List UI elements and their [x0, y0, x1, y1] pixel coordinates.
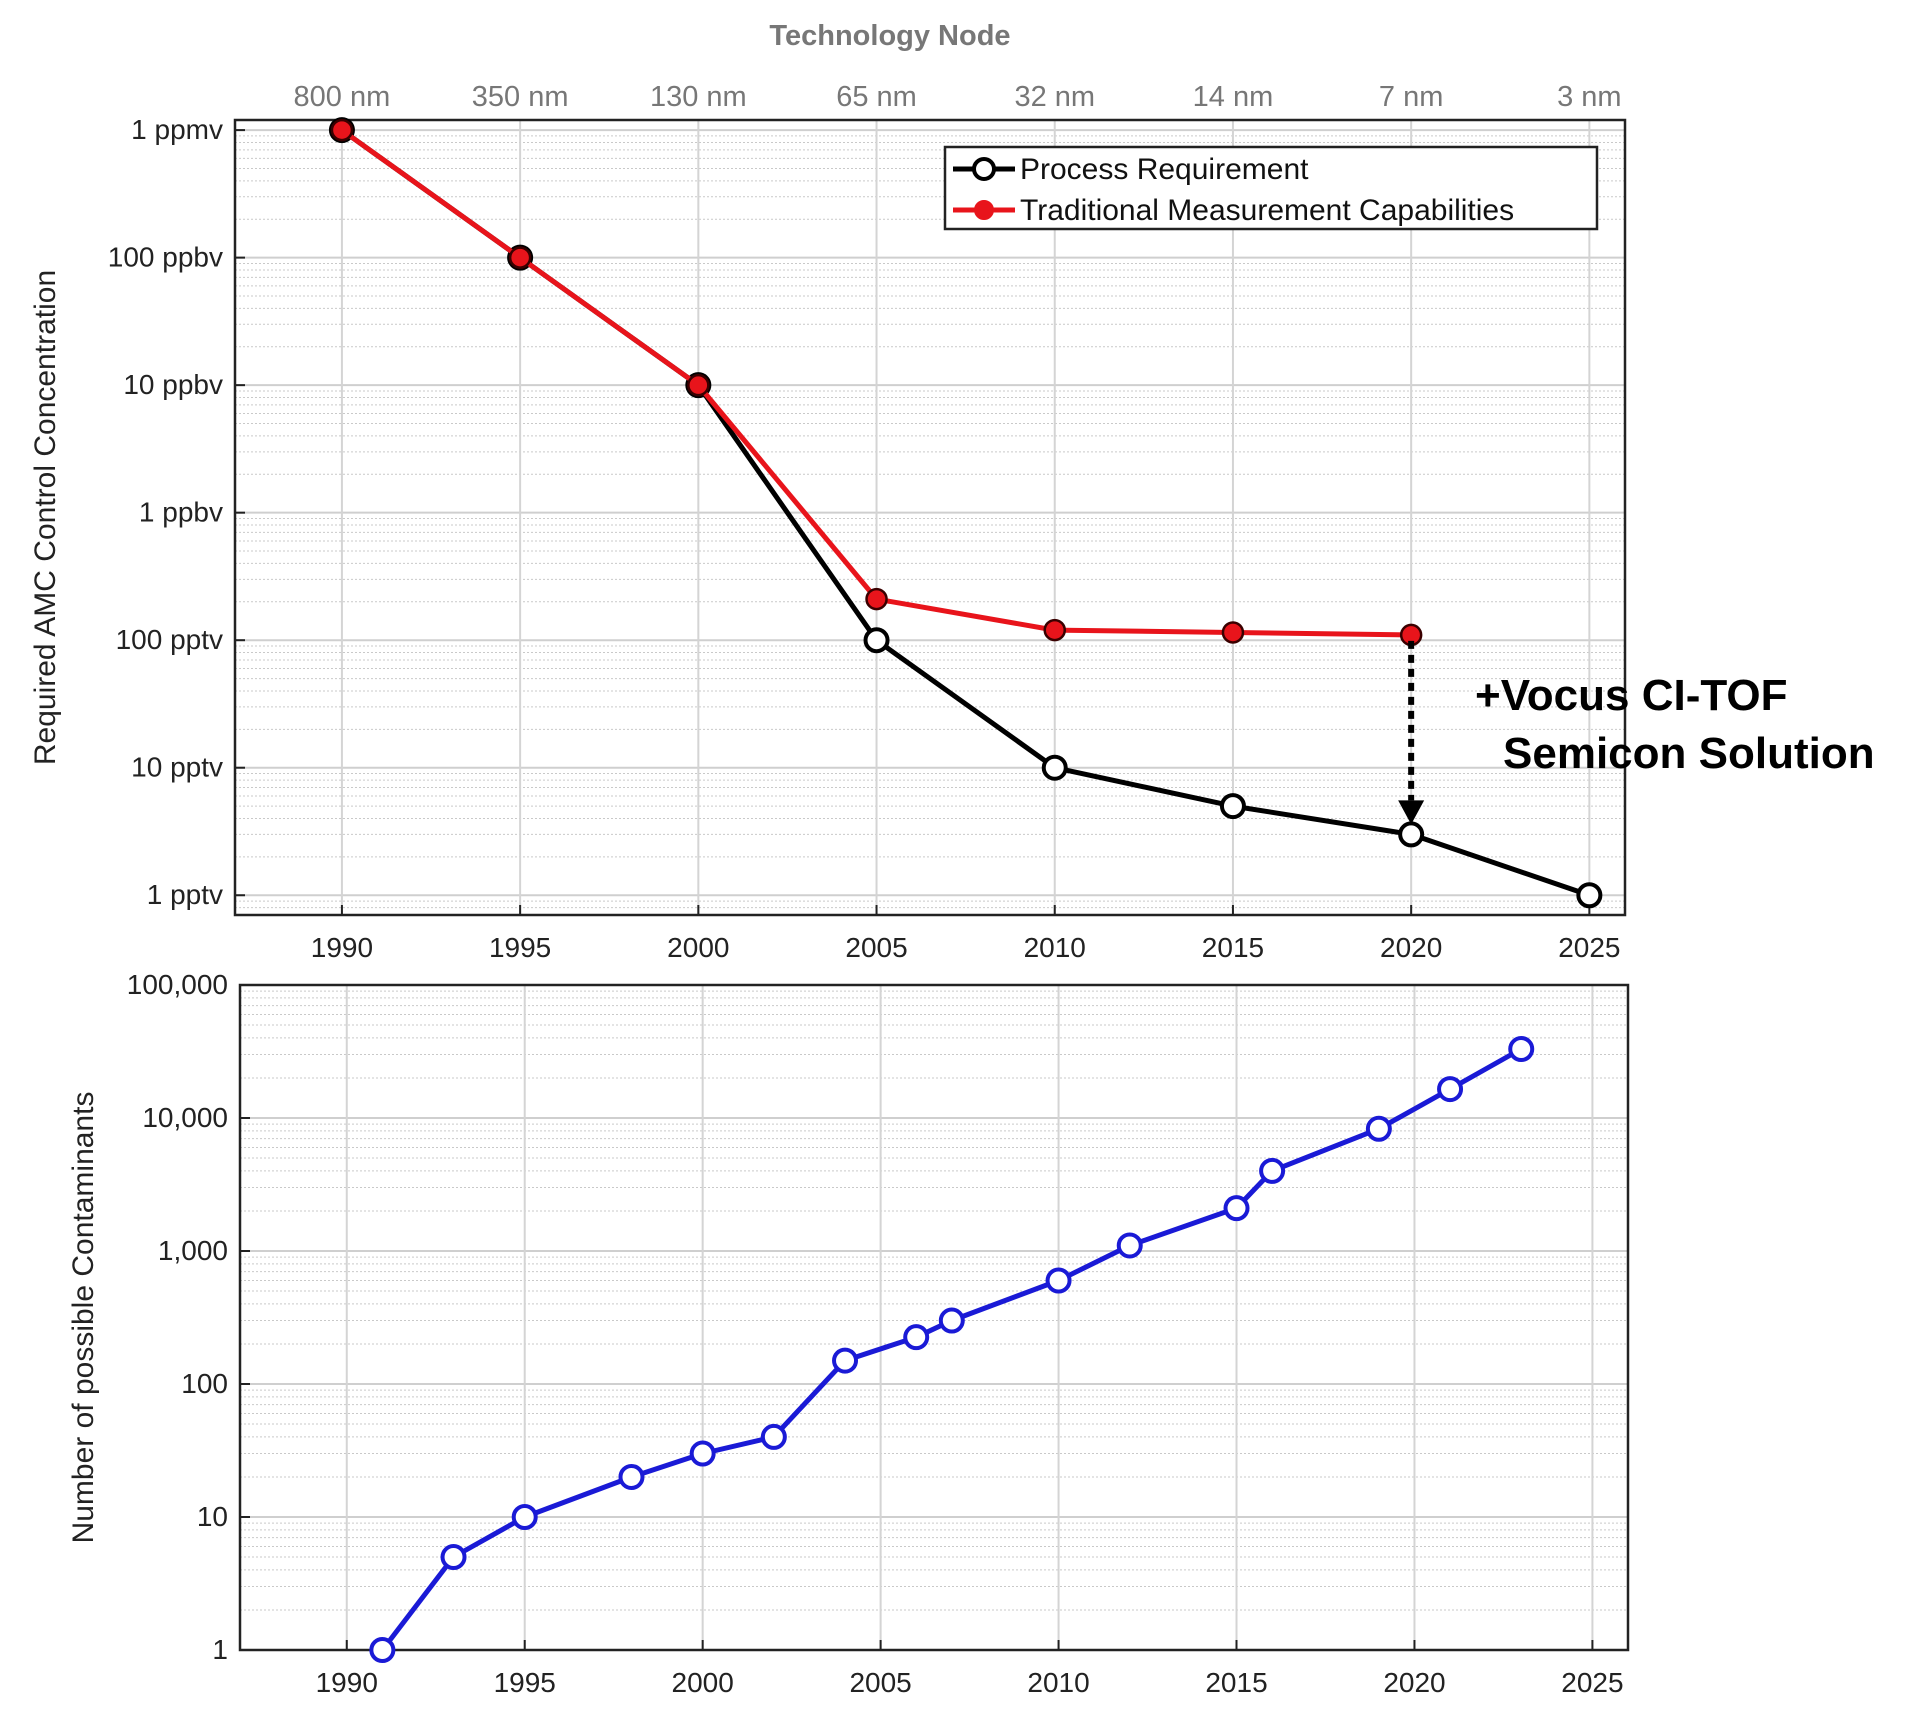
- data-point: [1576, 882, 1603, 909]
- data-point: [1508, 1036, 1535, 1063]
- axes-frame: [233, 118, 1627, 917]
- x-tick-label: 2015: [1205, 1667, 1267, 1698]
- y-tick-label: 10,000: [142, 1102, 228, 1133]
- annotation-line-1: +Vocus CI-TOF: [1475, 671, 1788, 720]
- legend-swatch-marker: [972, 157, 996, 181]
- y-tick-label: 1 ppbv: [139, 497, 223, 528]
- x-tick-label: 2025: [1558, 932, 1620, 963]
- contaminants-chart: 100,000 10,000 1,000 100 10 1 1990 1995 2000 2005…: [67, 969, 1630, 1698]
- x-tick-label: 2000: [667, 932, 729, 963]
- axes-frame: [238, 983, 1630, 1652]
- x-tick-label: 2005: [845, 932, 907, 963]
- y-tick-label: 100: [181, 1368, 228, 1399]
- data-point: [1398, 821, 1425, 848]
- y-tick-label: 1 ppmv: [131, 114, 223, 145]
- plot-area: [235, 120, 1625, 915]
- legend-swatch-marker: [974, 200, 994, 220]
- data-point: [1221, 621, 1245, 644]
- series-line: [380, 1046, 1523, 1652]
- data-point: [687, 373, 710, 397]
- data-point: [1045, 1267, 1072, 1294]
- data-point: [511, 1504, 538, 1530]
- data-point: [1437, 1076, 1464, 1103]
- y-tick-label: 1 pptv: [147, 879, 223, 910]
- data-point: [689, 1440, 716, 1467]
- data-point: [1041, 754, 1068, 781]
- x-tick-label: 2010: [1027, 1667, 1089, 1698]
- x-tick-label: 2015: [1202, 932, 1264, 963]
- data-point: [760, 1423, 787, 1450]
- data-point: [1219, 793, 1246, 820]
- plot-area: [240, 985, 1628, 1650]
- top-axis-label: 3 nm: [1557, 81, 1621, 113]
- data-point: [618, 1463, 645, 1490]
- top-axis-label: 130 nm: [650, 81, 747, 113]
- y-tick-label: 10: [197, 1501, 228, 1532]
- top-axis-label: 32 nm: [1014, 81, 1095, 113]
- data-point: [1043, 618, 1066, 642]
- data-point: [865, 587, 888, 611]
- annotation-line-2: Semicon Solution: [1503, 729, 1875, 778]
- y-axis-title: Required AMC Control Concentration: [29, 270, 62, 765]
- arrow-head: [1398, 800, 1425, 825]
- y-tick-label: 10 pptv: [131, 752, 223, 783]
- data-point: [832, 1347, 859, 1374]
- data-point: [1116, 1232, 1143, 1259]
- top-axis-label: 350 nm: [472, 81, 569, 113]
- minor-grid: [240, 990, 1628, 1611]
- series-0: [369, 1036, 1535, 1663]
- top-axis-label: 14 nm: [1193, 81, 1274, 113]
- data-point: [369, 1637, 396, 1663]
- data-point: [903, 1324, 930, 1351]
- legend-label: Traditional Measurement Capabilities: [1020, 194, 1514, 227]
- y-axis-title: Number of possible Contaminants: [67, 1092, 100, 1544]
- legend-label: Process Requirement: [1020, 153, 1309, 186]
- data-point: [1365, 1115, 1392, 1142]
- data-point: [440, 1544, 467, 1571]
- x-tick-label: 2020: [1383, 1667, 1445, 1698]
- y-tick-label: 1,000: [158, 1235, 228, 1266]
- x-tick-label: 2010: [1024, 932, 1086, 963]
- y-tick-label: 100 pptv: [116, 624, 223, 655]
- data-point: [1223, 1195, 1250, 1222]
- y-tick-label: 1: [212, 1634, 228, 1665]
- series-1: [330, 118, 1423, 647]
- top-axis-label: 800 nm: [294, 81, 391, 113]
- top-axis-label: 7 nm: [1379, 81, 1443, 113]
- data-point: [508, 246, 532, 269]
- data-point: [863, 627, 890, 654]
- y-tick-label: 100 ppbv: [108, 242, 223, 273]
- x-tick-label: 1995: [494, 1667, 556, 1698]
- y-tick-label: 100,000: [127, 969, 228, 1000]
- top-axis-label: 65 nm: [836, 81, 917, 113]
- x-tick-label: 1995: [489, 932, 551, 963]
- amc-concentration-chart: 1 ppmv 100 ppbv 10 ppbv 1 ppbv 100 pptv 10 pp…: [29, 20, 1875, 963]
- data-point: [1259, 1157, 1286, 1184]
- x-tick-label: 1990: [311, 932, 373, 963]
- x-tick-label: 2020: [1380, 932, 1442, 963]
- vocus-annotation: +Vocus CI-TOF Semicon Solution: [1398, 640, 1875, 825]
- legend-box: [943, 145, 1599, 231]
- legend: Process Requirement Traditional Measureme…: [943, 145, 1599, 231]
- x-tick-label: 2005: [849, 1667, 911, 1698]
- y-tick-label: 10 ppbv: [123, 369, 223, 400]
- x-tick-label: 1990: [316, 1667, 378, 1698]
- x-tick-label: 2000: [672, 1667, 734, 1698]
- data-point: [330, 118, 354, 142]
- data-point: [938, 1307, 965, 1334]
- top-axis-title: Technology Node: [769, 20, 1010, 52]
- x-tick-label: 2025: [1561, 1667, 1623, 1698]
